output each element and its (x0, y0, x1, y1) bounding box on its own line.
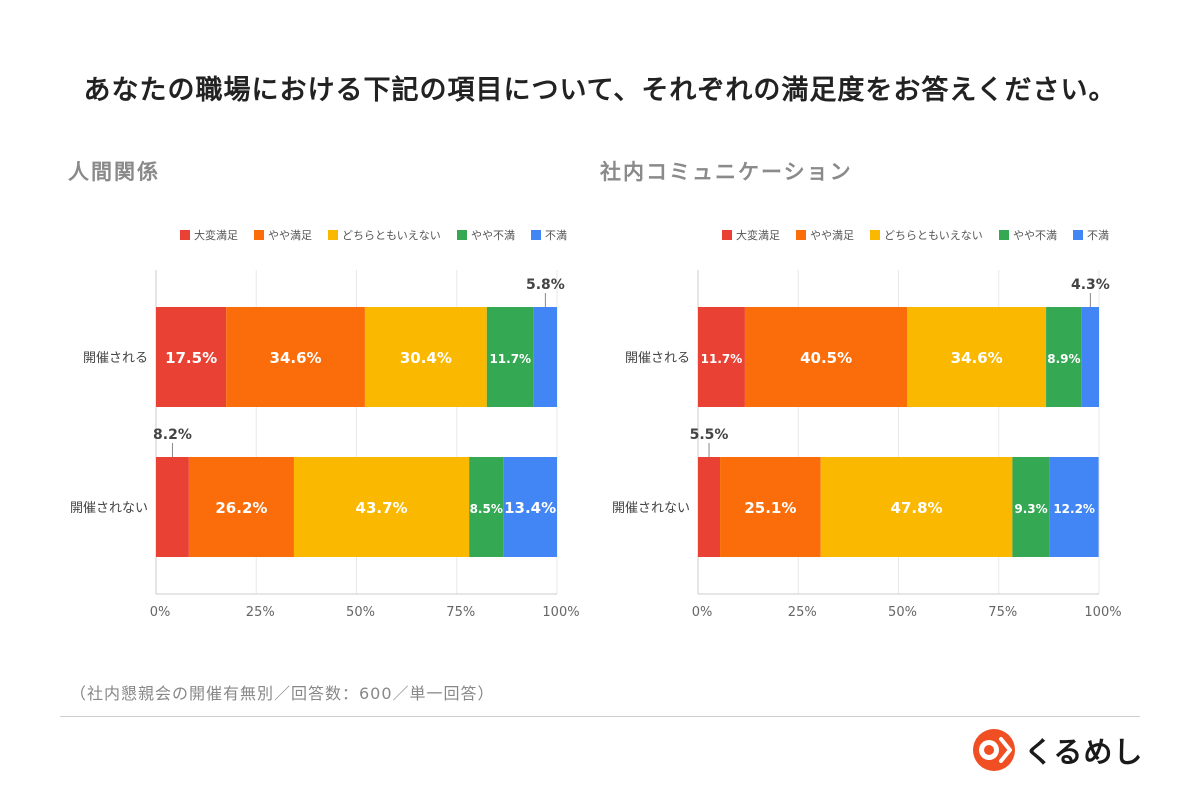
data-label: 9.3% (1014, 502, 1047, 516)
bar-segment (156, 457, 189, 557)
bar-segment (1049, 457, 1099, 557)
logo-text: くるめし (1024, 735, 1144, 769)
legend-swatch-4 (531, 230, 541, 240)
data-label: 43.7% (356, 499, 408, 517)
chart-title-relationships: 人間関係 (68, 160, 160, 184)
data-label: 17.5% (165, 349, 217, 367)
x-tick-label: 50% (346, 605, 375, 620)
legend-swatch-3 (999, 230, 1009, 240)
data-label: 47.8% (891, 499, 943, 517)
bar-segment (188, 457, 294, 557)
bar-segment (533, 307, 557, 407)
x-tick-label: 50% (888, 605, 917, 620)
legend-swatch-2 (328, 230, 338, 240)
bar-segment (744, 307, 908, 407)
data-label: 11.7% (489, 352, 531, 366)
x-tick-label: 0% (692, 605, 713, 620)
chart-relationships: 大変満足 やや満足 どちらともいえない やや不満 不満 0% 25% 50% 75% 100% 開催… (70, 228, 580, 620)
data-label: 26.2% (215, 499, 267, 517)
bar-segment (364, 307, 487, 407)
bar-segment (486, 307, 534, 407)
legend: 大変満足 やや満足 どちらともいえない やや不満 不満 (722, 228, 1109, 242)
legend-label-2: どちらともいえない (884, 229, 983, 242)
legend: 大変満足 やや満足 どちらともいえない やや不満 不満 (180, 228, 567, 242)
x-tick-label: 100% (542, 605, 579, 620)
legend-swatch-2 (870, 230, 880, 240)
bar-segment (698, 457, 721, 557)
bar-segment (820, 457, 1013, 557)
legend-label-1: やや満足 (268, 229, 312, 242)
page-title: あなたの職場における下記の項目について、それぞれの満足度をお答えください。 (83, 75, 1117, 106)
data-label: 8.9% (1047, 352, 1080, 366)
legend-swatch-0 (180, 230, 190, 240)
bar-segment (720, 457, 821, 557)
data-label: 13.4% (504, 499, 556, 517)
bar-segment (1012, 457, 1050, 557)
bar-segment (469, 457, 504, 557)
x-tick-label: 75% (446, 605, 475, 620)
footnote: （社内懇親会の開催有無別／回答数：600／単一回答） (70, 684, 495, 703)
data-label: 5.5% (690, 427, 729, 443)
bar-segment (1081, 307, 1099, 407)
category-label: 開催される (625, 351, 690, 366)
data-label: 11.7% (701, 352, 743, 366)
data-label: 12.2% (1053, 502, 1095, 516)
divider (60, 716, 1140, 717)
bar-segment (503, 457, 557, 557)
x-tick-label: 100% (1084, 605, 1121, 620)
data-label: 34.6% (951, 349, 1003, 367)
data-label: 8.2% (153, 427, 192, 443)
kurumeshi-logo-icon (973, 729, 1015, 771)
category-label: 開催されない (612, 501, 690, 516)
legend-label-0: 大変満足 (736, 228, 780, 242)
data-label: 8.5% (470, 502, 503, 516)
legend-label-3: やや不満 (471, 229, 515, 242)
bar-segment (1046, 307, 1082, 407)
legend-label-4: 不満 (1087, 229, 1109, 242)
data-label: 30.4% (400, 349, 452, 367)
legend-label-4: 不満 (545, 229, 567, 242)
data-label: 25.1% (744, 499, 796, 517)
bar-segment (226, 307, 365, 407)
chart-title-communication: 社内コミュニケーション (600, 160, 853, 184)
legend-swatch-0 (722, 230, 732, 240)
x-tick-label: 75% (988, 605, 1017, 620)
data-label: 5.8% (526, 277, 565, 293)
bar-segment (907, 307, 1047, 407)
x-tick-label: 25% (788, 605, 817, 620)
bar-segment (698, 307, 745, 407)
chart-communication: 大変満足 やや満足 どちらともいえない やや不満 不満 0% 25% 50% 75% 100% 開催… (612, 228, 1122, 620)
x-tick-label: 25% (246, 605, 275, 620)
category-label: 開催されない (70, 501, 148, 516)
legend-label-1: やや満足 (810, 229, 854, 242)
legend-swatch-3 (457, 230, 467, 240)
legend-swatch-1 (254, 230, 264, 240)
legend-label-3: やや不満 (1013, 229, 1057, 242)
x-tick-label: 0% (150, 605, 171, 620)
data-label: 40.5% (800, 349, 852, 367)
data-label: 34.6% (270, 349, 322, 367)
bar-segment (293, 457, 470, 557)
data-label: 4.3% (1071, 277, 1110, 293)
bar-segment (156, 307, 227, 407)
legend-label-2: どちらともいえない (342, 229, 441, 242)
legend-swatch-4 (1073, 230, 1083, 240)
brand-logo: くるめし (972, 728, 1143, 772)
legend-label-0: 大変満足 (194, 228, 238, 242)
category-label: 開催される (83, 351, 148, 366)
legend-swatch-1 (796, 230, 806, 240)
